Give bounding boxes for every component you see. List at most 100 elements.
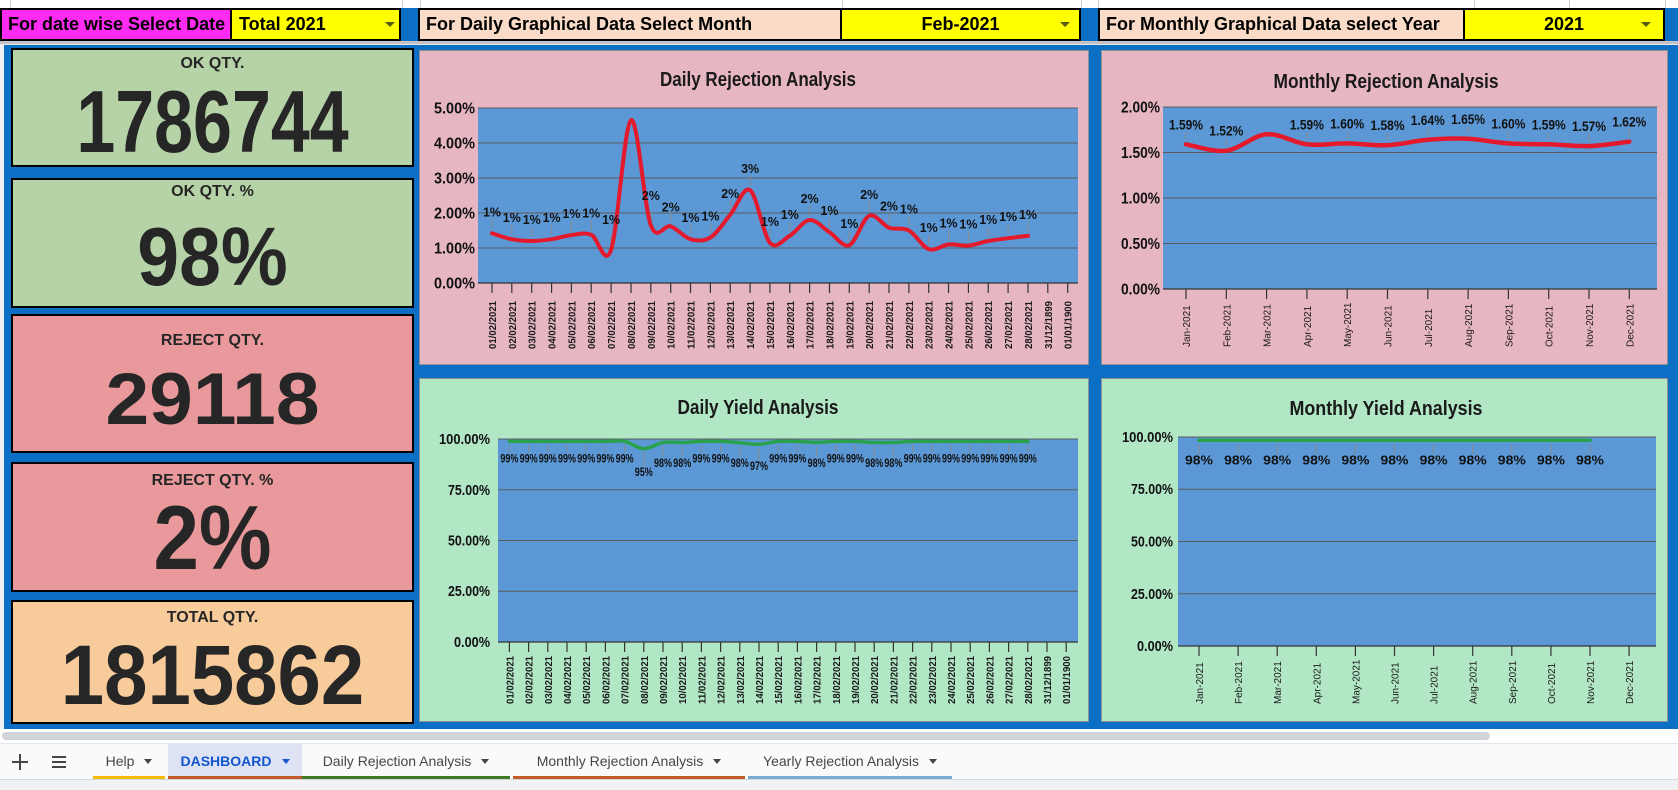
svg-text:0.50%: 0.50%: [1121, 236, 1160, 253]
svg-text:1%: 1%: [523, 212, 541, 227]
svg-text:14/02/2021: 14/02/2021: [755, 656, 766, 704]
svg-text:Aug-2021: Aug-2021: [1469, 660, 1480, 704]
svg-text:24/02/2021: 24/02/2021: [947, 656, 958, 704]
svg-text:May-2021: May-2021: [1343, 302, 1354, 347]
svg-text:0.00%: 0.00%: [454, 635, 490, 651]
svg-text:1%: 1%: [940, 216, 958, 231]
svg-text:18/02/2021: 18/02/2021: [826, 301, 837, 349]
svg-text:99%: 99%: [577, 451, 595, 465]
svg-text:5.00%: 5.00%: [434, 101, 475, 118]
svg-text:50.00%: 50.00%: [1131, 535, 1173, 551]
svg-text:Mar-2021: Mar-2021: [1273, 661, 1284, 704]
svg-text:99%: 99%: [692, 451, 710, 465]
svg-text:26/02/2021: 26/02/2021: [984, 301, 995, 349]
svg-text:28/02/2021: 28/02/2021: [1024, 301, 1035, 349]
svg-text:12/02/2021: 12/02/2021: [706, 301, 717, 349]
svg-text:Feb-2021: Feb-2021: [1234, 661, 1245, 704]
svg-text:1.65%: 1.65%: [1451, 112, 1485, 127]
svg-text:28/02/2021: 28/02/2021: [1024, 656, 1035, 704]
svg-text:27/02/2021: 27/02/2021: [1005, 656, 1016, 704]
svg-text:02/02/2021: 02/02/2021: [525, 656, 536, 704]
svg-text:98%: 98%: [1302, 452, 1330, 467]
svg-text:09/02/2021: 09/02/2021: [647, 301, 658, 349]
svg-text:17/02/2021: 17/02/2021: [806, 301, 817, 349]
svg-text:3%: 3%: [741, 161, 759, 176]
svg-text:13/02/2021: 13/02/2021: [726, 301, 737, 349]
svg-text:07/02/2021: 07/02/2021: [621, 656, 632, 704]
svg-text:03/02/2021: 03/02/2021: [544, 656, 555, 704]
svg-text:26/02/2021: 26/02/2021: [985, 656, 996, 704]
svg-text:99%: 99%: [923, 451, 941, 465]
svg-text:Jun-2021: Jun-2021: [1391, 662, 1402, 704]
svg-text:1.00%: 1.00%: [1121, 191, 1160, 208]
svg-text:Jun-2021: Jun-2021: [1384, 305, 1395, 347]
svg-text:23/02/2021: 23/02/2021: [928, 656, 939, 704]
svg-text:99%: 99%: [961, 451, 979, 465]
svg-text:98%: 98%: [673, 456, 691, 470]
svg-text:Apr-2021: Apr-2021: [1312, 662, 1323, 704]
svg-text:75.00%: 75.00%: [448, 483, 490, 499]
svg-text:1%: 1%: [582, 206, 600, 221]
svg-text:1%: 1%: [781, 207, 799, 222]
svg-text:1.60%: 1.60%: [1491, 116, 1525, 131]
svg-text:1.00%: 1.00%: [434, 241, 475, 258]
svg-text:99%: 99%: [1019, 451, 1037, 465]
svg-text:21/02/2021: 21/02/2021: [885, 301, 896, 349]
svg-text:Jan-2021: Jan-2021: [1182, 305, 1193, 347]
svg-text:2%: 2%: [860, 187, 878, 202]
svg-text:11/02/2021: 11/02/2021: [687, 301, 698, 349]
svg-text:0.00%: 0.00%: [1137, 639, 1173, 655]
svg-text:1%: 1%: [682, 210, 700, 225]
svg-text:99%: 99%: [904, 451, 922, 465]
svg-text:99%: 99%: [596, 451, 614, 465]
svg-text:Apr-2021: Apr-2021: [1303, 305, 1314, 347]
svg-text:25.00%: 25.00%: [1131, 587, 1173, 603]
svg-text:Mar-2021: Mar-2021: [1263, 304, 1274, 347]
svg-text:21/02/2021: 21/02/2021: [889, 656, 900, 704]
svg-text:2%: 2%: [642, 188, 660, 203]
svg-text:1%: 1%: [840, 216, 858, 231]
svg-text:14/02/2021: 14/02/2021: [746, 301, 757, 349]
svg-text:01/02/2021: 01/02/2021: [488, 301, 499, 349]
svg-text:19/02/2021: 19/02/2021: [845, 301, 856, 349]
svg-text:1%: 1%: [821, 203, 839, 218]
svg-text:1.60%: 1.60%: [1330, 116, 1364, 131]
svg-text:08/02/2021: 08/02/2021: [640, 656, 651, 704]
svg-text:Feb-2021: Feb-2021: [1222, 304, 1233, 347]
svg-text:1%: 1%: [900, 202, 918, 217]
svg-text:50.00%: 50.00%: [448, 534, 490, 550]
svg-text:99%: 99%: [520, 451, 538, 465]
svg-text:15/02/2021: 15/02/2021: [774, 656, 785, 704]
svg-text:99%: 99%: [980, 451, 998, 465]
svg-text:25/02/2021: 25/02/2021: [964, 301, 975, 349]
svg-text:1%: 1%: [999, 209, 1017, 224]
svg-text:11/02/2021: 11/02/2021: [697, 656, 708, 704]
svg-text:05/02/2021: 05/02/2021: [582, 656, 593, 704]
svg-text:1.57%: 1.57%: [1572, 119, 1606, 134]
svg-text:2%: 2%: [662, 199, 680, 214]
svg-text:1%: 1%: [979, 212, 997, 227]
svg-text:99%: 99%: [500, 451, 518, 465]
svg-text:27/02/2021: 27/02/2021: [1004, 301, 1015, 349]
svg-text:99%: 99%: [827, 451, 845, 465]
svg-text:99%: 99%: [788, 451, 806, 465]
svg-text:Sep-2021: Sep-2021: [1504, 303, 1515, 347]
svg-text:98%: 98%: [884, 456, 902, 470]
svg-text:20/02/2021: 20/02/2021: [865, 301, 876, 349]
svg-text:Aug-2021: Aug-2021: [1464, 303, 1475, 347]
svg-text:1%: 1%: [1019, 207, 1037, 222]
svg-text:16/02/2021: 16/02/2021: [786, 301, 797, 349]
svg-text:15/02/2021: 15/02/2021: [766, 301, 777, 349]
svg-text:98%: 98%: [865, 456, 883, 470]
svg-text:1%: 1%: [602, 212, 620, 227]
svg-text:May-2021: May-2021: [1351, 659, 1362, 704]
svg-text:1%: 1%: [503, 210, 521, 225]
svg-text:98%: 98%: [731, 456, 749, 470]
svg-text:98%: 98%: [1576, 452, 1604, 467]
svg-text:1.64%: 1.64%: [1411, 113, 1445, 128]
svg-text:16/02/2021: 16/02/2021: [793, 656, 804, 704]
svg-text:Dec-2021: Dec-2021: [1625, 660, 1636, 704]
svg-text:23/02/2021: 23/02/2021: [925, 301, 936, 349]
svg-text:98%: 98%: [1420, 452, 1448, 467]
svg-text:1.59%: 1.59%: [1169, 117, 1203, 132]
